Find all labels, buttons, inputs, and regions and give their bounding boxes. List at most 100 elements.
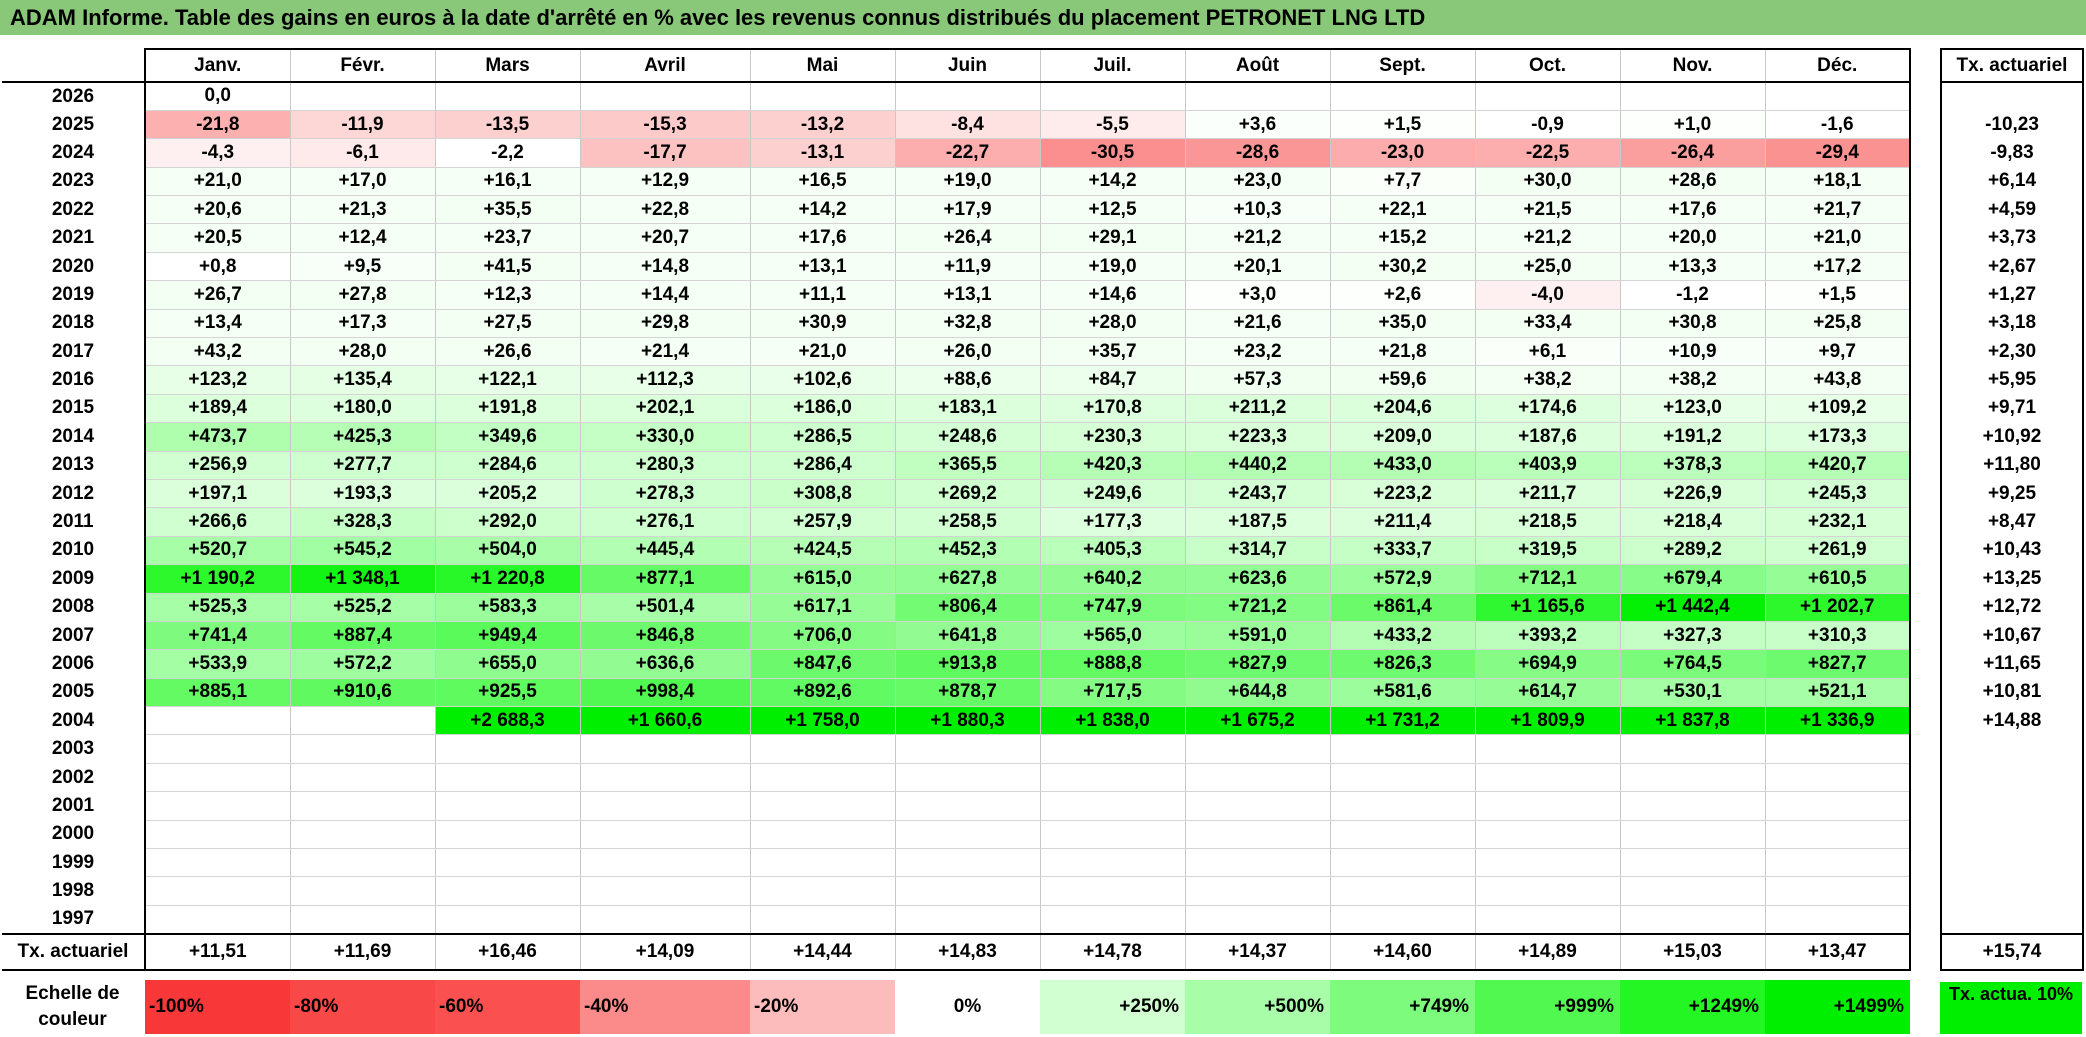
gain-cell bbox=[1329, 905, 1475, 935]
scale-swatch: +1499% bbox=[1765, 980, 1910, 1034]
gain-cell: +211,7 bbox=[1474, 479, 1620, 509]
month-header: Mars bbox=[434, 48, 580, 83]
table-row: 2011 +266,6 +328,3 +292,0 +276,1 +257,9 +258,5… bbox=[2, 507, 1911, 537]
gain-cell: +617,1 bbox=[749, 593, 895, 622]
gain-cell: +591,0 bbox=[1184, 621, 1330, 651]
monthly-rate-cell: +14,89 bbox=[1474, 932, 1620, 971]
gain-cell bbox=[579, 905, 750, 935]
gain-cell: +717,5 bbox=[1039, 678, 1185, 708]
gain-cell bbox=[1474, 763, 1620, 793]
gain-cell: -4,3 bbox=[144, 138, 290, 168]
gain-cell: -15,3 bbox=[579, 110, 750, 140]
gain-cell bbox=[434, 905, 580, 935]
year-rate-cell: +11,65 bbox=[1940, 649, 2084, 679]
gain-cell: +623,6 bbox=[1184, 564, 1330, 594]
gain-cell bbox=[1329, 82, 1475, 111]
gain-cell bbox=[579, 820, 750, 850]
gain-cell: +13,1 bbox=[894, 280, 1040, 310]
gain-cell: +88,6 bbox=[894, 365, 1040, 395]
gain-cell: -22,7 bbox=[894, 138, 1040, 168]
gain-cell: +826,3 bbox=[1329, 649, 1475, 679]
report-title: ADAM Informe. Table des gains en euros à… bbox=[0, 0, 2086, 35]
gain-cell: +38,2 bbox=[1474, 365, 1620, 395]
gain-cell: +328,3 bbox=[289, 507, 435, 537]
gain-cell bbox=[144, 706, 290, 736]
gain-cell: +310,3 bbox=[1764, 621, 1911, 651]
gain-cell bbox=[894, 763, 1040, 793]
gain-cell: +123,0 bbox=[1619, 394, 1765, 424]
gain-cell bbox=[1619, 848, 1765, 878]
year-label: 2022 bbox=[2, 195, 146, 224]
gain-cell bbox=[1764, 791, 1911, 821]
gain-cell bbox=[144, 848, 290, 878]
year-label: 1999 bbox=[2, 848, 146, 877]
gain-cell: +19,0 bbox=[894, 167, 1040, 197]
gain-cell: +3,6 bbox=[1184, 110, 1330, 140]
gains-table: Janv. Févr. Mars Avril Mai Juin Juil. Août Sept.… bbox=[2, 48, 1911, 971]
gain-cell: +20,1 bbox=[1184, 252, 1330, 282]
gain-cell: +21,0 bbox=[144, 167, 290, 197]
gain-cell bbox=[579, 82, 750, 111]
gain-cell bbox=[1329, 820, 1475, 850]
gain-cell: +1 220,8 bbox=[434, 564, 580, 594]
table-row: 2023 +21,0 +17,0 +16,1 +12,9 +16,5 +19,0 +14,2 +… bbox=[2, 167, 1911, 197]
gain-cell: +280,3 bbox=[579, 451, 750, 480]
monthly-rate-cell: +14,37 bbox=[1184, 932, 1330, 971]
gain-cell: +888,8 bbox=[1039, 649, 1185, 679]
table-row: 2002 bbox=[2, 763, 1911, 793]
gain-cell: +17,9 bbox=[894, 195, 1040, 225]
gain-cell: +112,3 bbox=[579, 365, 750, 395]
gain-cell bbox=[579, 876, 750, 906]
gain-cell: +445,4 bbox=[579, 536, 750, 566]
gain-cell: -28,6 bbox=[1184, 138, 1330, 168]
gain-cell: +29,8 bbox=[579, 309, 750, 339]
year-rate-cell: +13,25 bbox=[1940, 564, 2084, 594]
gain-cell bbox=[894, 876, 1040, 906]
year-rate-cell: +2,30 bbox=[1940, 337, 2084, 366]
gain-cell: -4,0 bbox=[1474, 280, 1620, 310]
gain-cell: +572,9 bbox=[1329, 564, 1475, 594]
year-rate-cell bbox=[1940, 734, 2084, 764]
monthly-rate-cell: +14,44 bbox=[749, 932, 895, 971]
gain-cell bbox=[1184, 905, 1330, 935]
gain-cell: +209,0 bbox=[1329, 422, 1475, 452]
gain-cell: +20,5 bbox=[144, 223, 290, 253]
gain-cell bbox=[1474, 820, 1620, 850]
gain-cell: +378,3 bbox=[1619, 451, 1765, 480]
gain-cell bbox=[894, 905, 1040, 935]
gain-cell bbox=[144, 876, 290, 906]
gain-cell: +20,0 bbox=[1619, 223, 1765, 253]
gain-cell: +17,0 bbox=[289, 167, 435, 197]
gain-cell: +23,0 bbox=[1184, 167, 1330, 197]
gain-cell: +861,4 bbox=[1329, 593, 1475, 622]
gain-cell bbox=[1039, 848, 1185, 878]
gain-cell: +193,3 bbox=[289, 479, 435, 509]
gain-cell: +1 837,8 bbox=[1619, 706, 1765, 736]
table-row: 2004 +2 688,3 +1 660,6 +1 758,0 +1 880,3 +1 8… bbox=[2, 706, 1911, 736]
gain-cell: +424,5 bbox=[749, 536, 895, 566]
gain-cell bbox=[289, 876, 435, 906]
gain-cell: +641,8 bbox=[894, 621, 1040, 651]
gain-cell bbox=[1474, 876, 1620, 906]
gain-cell bbox=[434, 791, 580, 821]
gain-cell: +420,3 bbox=[1039, 451, 1185, 480]
gain-cell: +0,8 bbox=[144, 252, 290, 282]
gain-cell: +319,5 bbox=[1474, 536, 1620, 566]
gain-cell: +3,0 bbox=[1184, 280, 1330, 310]
gain-cell: +473,7 bbox=[144, 422, 290, 452]
gain-cell bbox=[289, 791, 435, 821]
gain-cell bbox=[1329, 876, 1475, 906]
table-row: 2020 +0,8 +9,5 +41,5 +14,8 +13,1 +11,9 +19,0 +20… bbox=[2, 252, 1911, 282]
gain-cell: +636,6 bbox=[579, 649, 750, 679]
year-label: 2016 bbox=[2, 365, 146, 395]
gain-cell: +202,1 bbox=[579, 394, 750, 424]
scale-swatch: -80% bbox=[290, 980, 435, 1034]
gain-cell: +230,3 bbox=[1039, 422, 1185, 452]
gain-cell: -2,2 bbox=[434, 138, 580, 168]
gain-cell: +12,4 bbox=[289, 223, 435, 253]
gain-cell: +314,7 bbox=[1184, 536, 1330, 566]
month-header: Nov. bbox=[1619, 48, 1765, 83]
gain-cell bbox=[749, 763, 895, 793]
gain-cell: +18,1 bbox=[1764, 167, 1911, 197]
year-rate-cell bbox=[1940, 82, 2084, 111]
